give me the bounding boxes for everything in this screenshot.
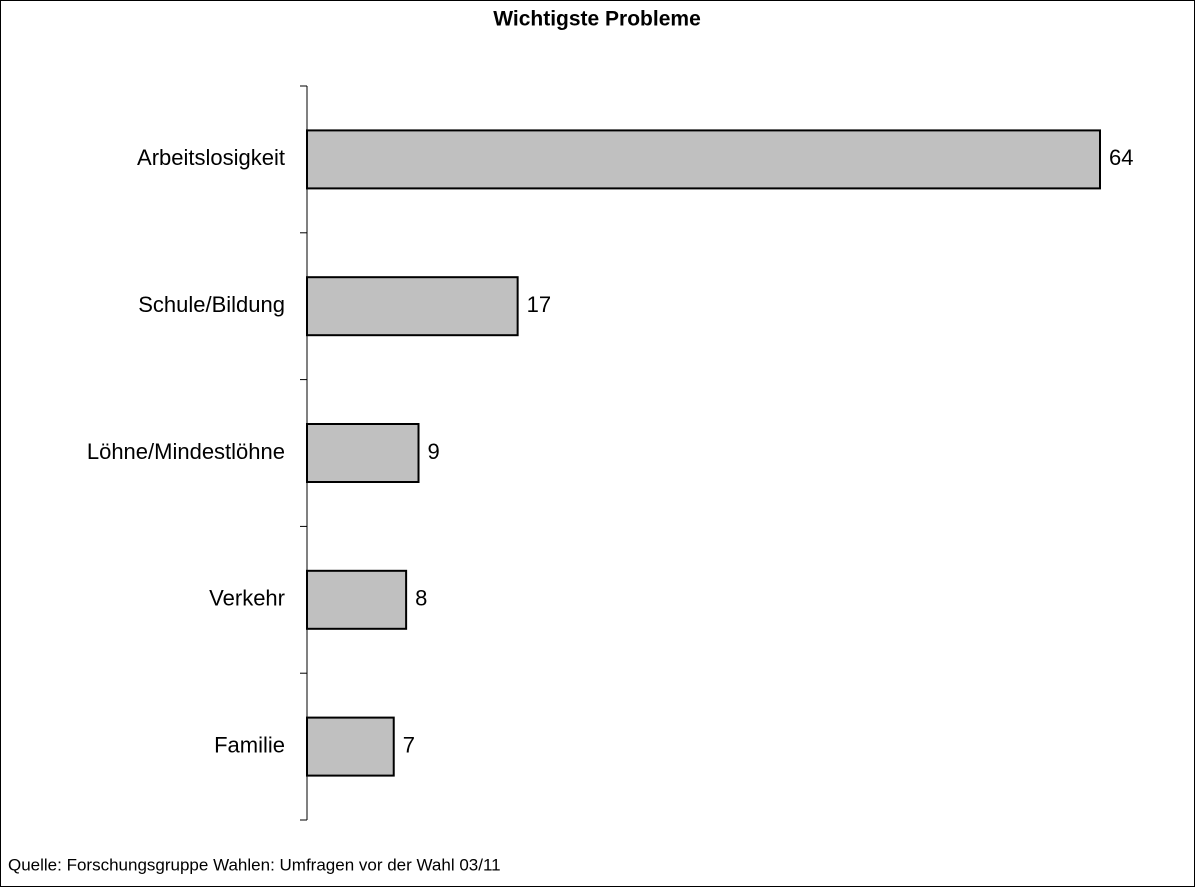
value-label: 7 xyxy=(403,732,415,757)
y-tick-label: Löhne/Mindestlöhne xyxy=(87,439,285,464)
bar xyxy=(306,276,519,337)
y-tick-label: Schule/Bildung xyxy=(138,292,285,317)
bar xyxy=(306,716,395,777)
y-tick-label: Verkehr xyxy=(209,586,285,611)
value-label: 9 xyxy=(428,439,440,464)
bar xyxy=(306,569,408,630)
value-label: 8 xyxy=(415,586,427,611)
y-tick-label: Arbeitslosigkeit xyxy=(137,145,285,170)
value-label: 17 xyxy=(527,292,551,317)
chart-title: Wichtigste Probleme xyxy=(493,8,701,31)
source-note: Quelle: Forschungsgruppe Wahlen: Umfrage… xyxy=(8,855,501,874)
bar xyxy=(306,129,1101,190)
value-label: 64 xyxy=(1109,145,1133,170)
bar xyxy=(306,423,420,483)
y-tick-label: Familie xyxy=(214,732,285,757)
